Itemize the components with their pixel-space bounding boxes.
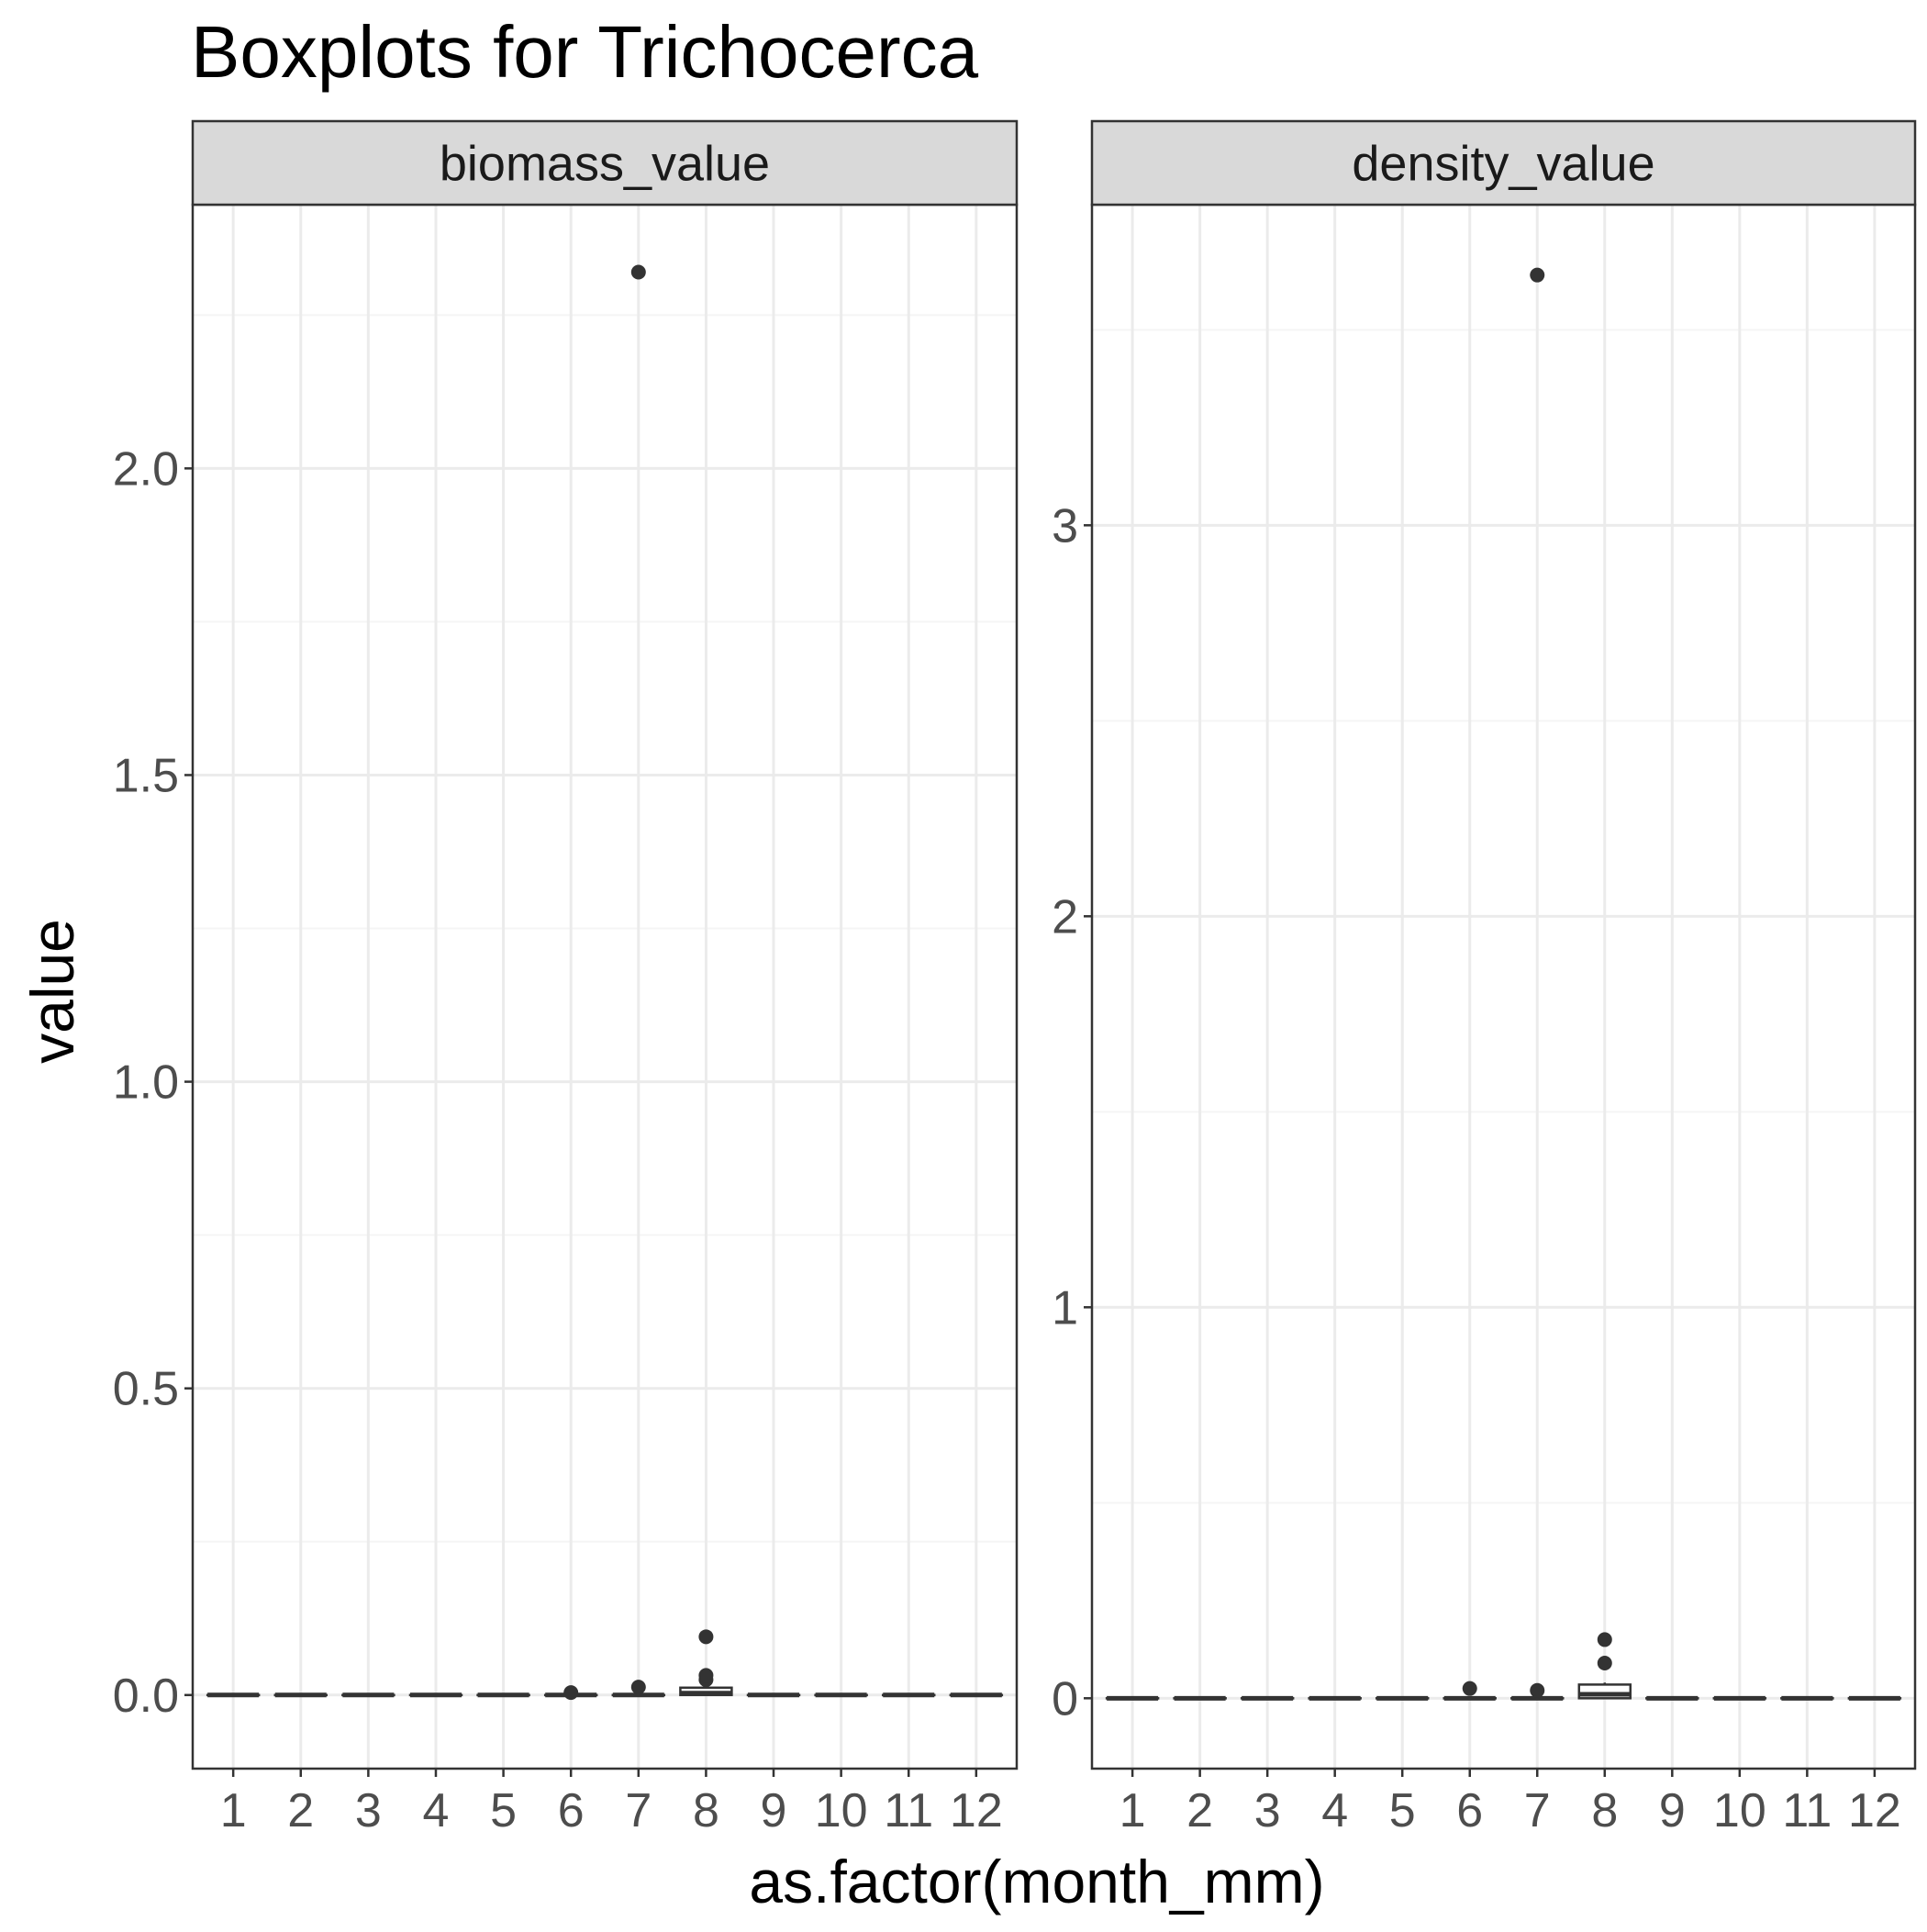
outlier-point <box>698 1629 713 1644</box>
x-tick-label: 7 <box>625 1784 652 1837</box>
panel-background <box>1092 205 1915 1769</box>
y-tick-label: 2.0 <box>113 442 179 496</box>
x-tick-label: 5 <box>490 1784 517 1837</box>
panel-background <box>193 205 1017 1769</box>
x-tick-label: 3 <box>355 1784 382 1837</box>
y-tick-label: 1.5 <box>113 749 179 802</box>
x-tick-label: 9 <box>761 1784 787 1837</box>
y-tick-label: 0 <box>1052 1672 1078 1725</box>
x-tick-label: 8 <box>693 1784 719 1837</box>
x-tick-label: 2 <box>287 1784 314 1837</box>
outlier-point <box>1598 1656 1612 1670</box>
y-tick-label: 0.0 <box>113 1670 179 1723</box>
outlier-point <box>698 1668 713 1682</box>
chart-title: Boxplots for Trichocerca <box>191 11 979 93</box>
y-tick-label: 3 <box>1052 499 1078 553</box>
y-tick-label: 1.0 <box>113 1056 179 1110</box>
outlier-point <box>1530 268 1544 283</box>
outlier-point <box>631 265 646 280</box>
x-tick-label: 11 <box>884 1784 933 1837</box>
x-tick-label: 10 <box>815 1784 868 1837</box>
x-tick-label: 8 <box>1591 1784 1618 1837</box>
y-tick-label: 2 <box>1052 890 1078 944</box>
outlier-point <box>563 1685 578 1700</box>
x-axis-label: as.factor(month_mm) <box>749 1848 1324 1915</box>
x-tick-label: 7 <box>1524 1784 1551 1837</box>
x-tick-label: 12 <box>1848 1784 1901 1837</box>
outlier-point <box>631 1680 646 1694</box>
x-tick-label: 9 <box>1659 1784 1686 1837</box>
x-tick-label: 6 <box>558 1784 585 1837</box>
outlier-point <box>1530 1683 1544 1698</box>
outlier-point <box>1463 1681 1477 1696</box>
facet-strip-label: biomass_value <box>440 137 770 192</box>
x-tick-label: 3 <box>1254 1784 1281 1837</box>
x-tick-label: 10 <box>1713 1784 1766 1837</box>
facet-strip-label: density_value <box>1352 137 1654 192</box>
x-tick-label: 6 <box>1456 1784 1483 1837</box>
outlier-point <box>1598 1632 1612 1647</box>
x-tick-label: 2 <box>1186 1784 1213 1837</box>
x-tick-label: 5 <box>1389 1784 1416 1837</box>
x-tick-label: 4 <box>1321 1784 1348 1837</box>
x-tick-label: 1 <box>220 1784 247 1837</box>
x-tick-label: 1 <box>1119 1784 1146 1837</box>
x-tick-label: 12 <box>950 1784 1003 1837</box>
x-tick-label: 11 <box>1782 1784 1832 1837</box>
x-tick-label: 4 <box>423 1784 450 1837</box>
y-tick-label: 1 <box>1052 1281 1078 1335</box>
y-tick-label: 0.5 <box>113 1363 179 1416</box>
y-axis-label: value <box>18 919 86 1064</box>
